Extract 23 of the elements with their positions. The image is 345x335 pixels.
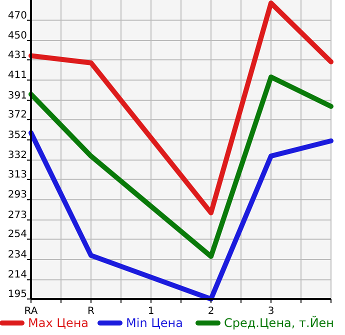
- legend-label: Max Цена: [28, 316, 89, 330]
- y-tick-label: 313: [8, 169, 27, 180]
- x-tick-label: 3: [268, 306, 274, 317]
- y-tick-label: 195: [8, 289, 27, 300]
- y-tick-label: 431: [8, 50, 27, 61]
- y-tick-label: 372: [8, 110, 27, 121]
- legend-label: Сред.Цена, т.Йен: [224, 315, 334, 330]
- y-tick-label: 411: [8, 70, 27, 82]
- y-tick-label: 234: [8, 249, 27, 260]
- y-tick-label: 254: [8, 229, 27, 240]
- x-tick-label: 1: [148, 306, 154, 317]
- y-tick-label: 332: [8, 150, 27, 162]
- y-tick-label: 273: [8, 210, 27, 221]
- legend-label: Min Цена: [126, 316, 184, 330]
- y-tick-label: 214: [8, 270, 27, 281]
- y-tick-label: 450: [8, 30, 27, 42]
- y-tick-label: 391: [8, 90, 27, 102]
- x-tick-label: RA: [24, 306, 38, 317]
- x-tick-label: 2: [208, 306, 214, 317]
- x-tick-label: R: [88, 306, 95, 317]
- y-tick-label: 352: [8, 130, 27, 141]
- y-tick-label: 293: [8, 190, 27, 201]
- y-tick-label: 470: [8, 10, 27, 22]
